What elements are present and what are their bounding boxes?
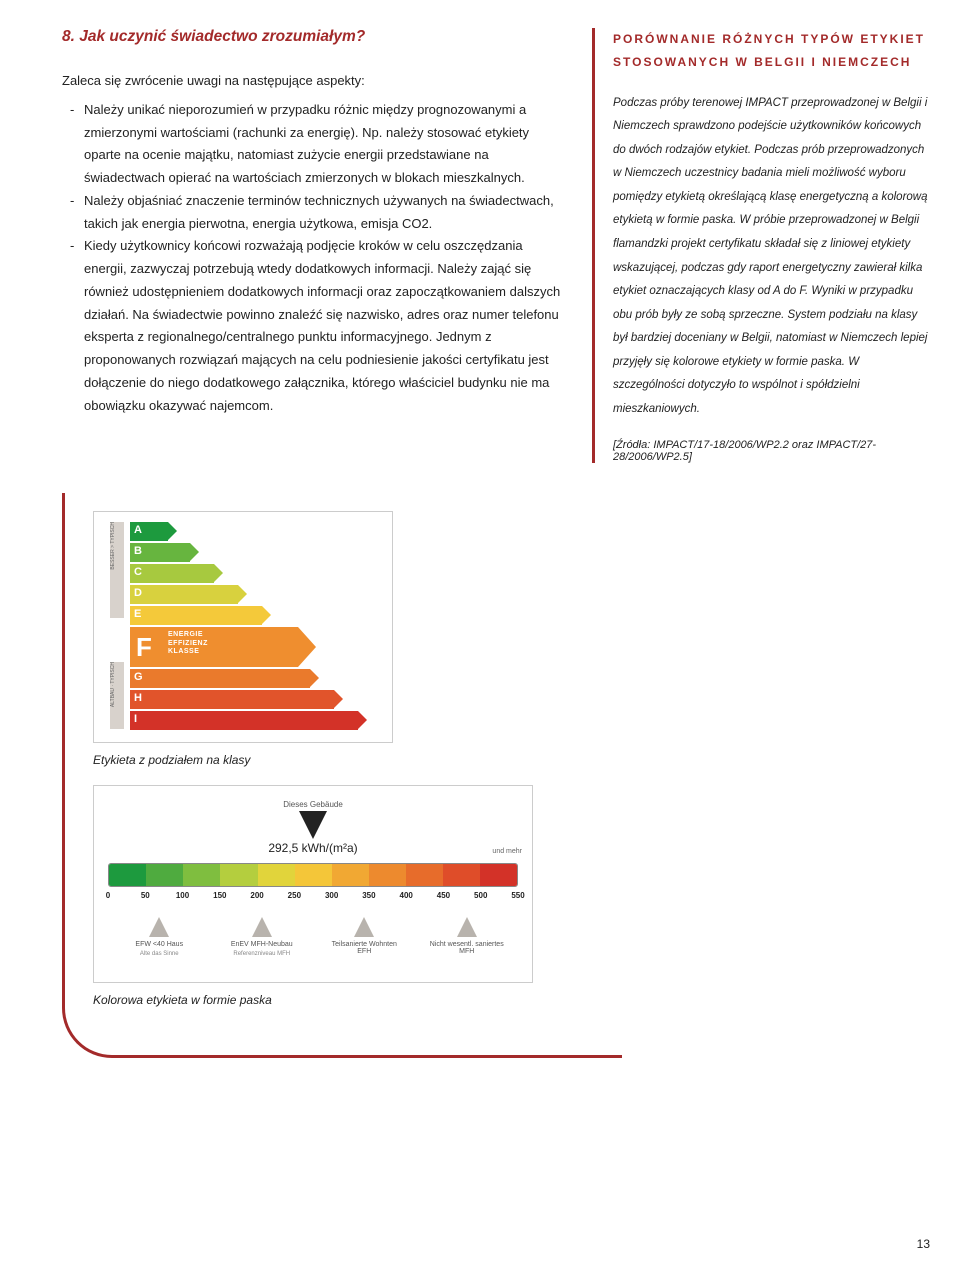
class-row-D: D	[130, 585, 382, 604]
band-bottom-arrow: Teilsanierte Wohnten EFH	[324, 917, 404, 958]
band-tick: 550	[511, 891, 524, 900]
bullet-item: Należy unikać nieporozumień w przypadku …	[74, 99, 562, 190]
figures-container: BESSER > TYPISCH ALTBAU · TYPISCH ABCDEF…	[62, 493, 622, 1058]
band-strip	[108, 863, 518, 887]
figure1-caption: Etykieta z podziałem na klasy	[93, 753, 622, 767]
bullet-list: Należy unikać nieporozumień w przypadku …	[62, 99, 562, 418]
arrow-up-icon	[252, 917, 272, 937]
band-bottom-arrows: EFW <40 HausAlte das Sinne EnEV MFH-Neuba…	[108, 917, 518, 958]
band-bottom-arrow: EFW <40 HausAlte das Sinne	[119, 917, 199, 958]
bullet-item: Należy objaśniać znaczenie terminów tech…	[74, 190, 562, 236]
band-tick: 300	[325, 891, 338, 900]
band-tick: 450	[437, 891, 450, 900]
section-intro: Zaleca się zwrócenie uwagi na następując…	[62, 70, 562, 93]
class-row-H: H	[130, 690, 382, 709]
band-segment	[480, 864, 517, 886]
info-box-body: Podczas próby terenowej IMPACT przeprowa…	[613, 92, 930, 422]
band-tick: 50	[141, 891, 150, 900]
arrow-up-icon	[354, 917, 374, 937]
band-label-figure: Dieses Gebäude 292,5 kWh/(m²a) 0 50 100 150…	[93, 785, 533, 983]
info-box: PORÓWNANIE RÓŻNYCH TYPÓW ETYKIET STOSOWA…	[592, 28, 930, 463]
band-tick: 0	[106, 891, 110, 900]
class-label-figure: BESSER > TYPISCH ALTBAU · TYPISCH ABCDEF…	[93, 511, 393, 743]
band-tick: 350	[362, 891, 375, 900]
band-tick: 150	[213, 891, 226, 900]
band-tick: 500	[474, 891, 487, 900]
arrow-up-icon	[457, 917, 477, 937]
bullet-item: Kiedy użytkownicy końcowi rozważają podj…	[74, 235, 562, 417]
vertical-bar-top: BESSER > TYPISCH	[110, 522, 124, 618]
band-ticks: 050100150200250300350400450500550	[108, 891, 518, 903]
band-tick: 400	[399, 891, 412, 900]
band-tick: 250	[288, 891, 301, 900]
band-segment	[109, 864, 146, 886]
band-bottom-arrow: EnEV MFH-NeubauReferenzniveau MFH	[222, 917, 302, 958]
band-segment	[369, 864, 406, 886]
class-row-B: B	[130, 543, 382, 562]
band-tick: 100	[176, 891, 189, 900]
band-segment	[146, 864, 183, 886]
band-segment	[220, 864, 257, 886]
band-segment	[406, 864, 443, 886]
section-heading: 8. Jak uczynić świadectwo zrozumiałym?	[62, 28, 562, 46]
info-box-title: PORÓWNANIE RÓŻNYCH TYPÓW ETYKIET STOSOWA…	[613, 28, 930, 74]
arrow-up-icon	[149, 917, 169, 937]
band-top-text: Dieses Gebäude	[108, 800, 518, 809]
class-row-G: G	[130, 669, 382, 688]
band-segment	[443, 864, 480, 886]
class-row-E: E	[130, 606, 382, 625]
band-segment	[332, 864, 369, 886]
figure2-caption: Kolorowa etykieta w formie paska	[93, 993, 622, 1007]
band-segment	[258, 864, 295, 886]
band-segment	[295, 864, 332, 886]
band-value: 292,5 kWh/(m²a)	[108, 841, 518, 855]
info-box-source: [Źródła: IMPACT/17-18/2006/WP2.2 oraz IM…	[613, 439, 930, 463]
arrow-down-icon	[299, 811, 327, 839]
class-row-C: C	[130, 564, 382, 583]
band-tick: 200	[250, 891, 263, 900]
class-row-F: FENERGIEEFFIZIENZKLASSE	[130, 627, 382, 667]
class-row-I: I	[130, 711, 382, 730]
class-row-A: A	[130, 522, 382, 541]
vertical-bar-bottom: ALTBAU · TYPISCH	[110, 662, 124, 729]
band-segment	[183, 864, 220, 886]
band-bottom-arrow: Nicht wesentl. saniertes MFH	[427, 917, 507, 958]
page-number: 13	[917, 1237, 930, 1251]
band-end-label: und mehr	[492, 848, 522, 855]
